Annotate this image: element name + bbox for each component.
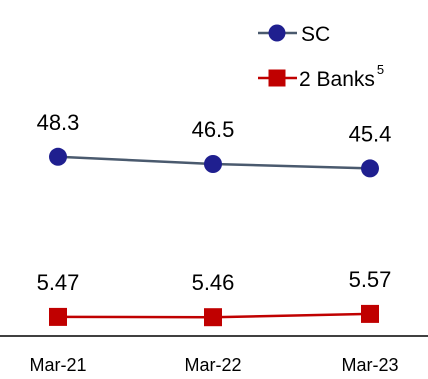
data-label-sc-mar-23: 45.4	[349, 121, 392, 146]
x-tick-label-mar-21: Mar-21	[29, 355, 86, 375]
legend-label-2-banks: 2 Banks 5	[299, 62, 384, 91]
x-axis-ticks: Mar-21 Mar-22 Mar-23	[29, 355, 398, 375]
data-label-2-banks-mar-21: 5.47	[37, 270, 80, 295]
data-point-sc-mar-22	[204, 155, 222, 173]
data-label-sc-mar-22: 46.5	[192, 117, 235, 142]
data-point-2-banks-mar-22	[204, 308, 222, 327]
legend-label-2-banks-superscript: 5	[377, 62, 384, 77]
x-tick-label-mar-22: Mar-22	[184, 355, 241, 375]
legend-marker-2-banks	[268, 69, 286, 87]
legend-label-sc: SC	[301, 23, 330, 46]
legend-item-2-banks: 2 Banks 5	[258, 62, 384, 91]
data-label-2-banks-mar-22: 5.46	[192, 270, 235, 295]
data-point-2-banks-mar-21	[49, 307, 67, 326]
data-label-sc-mar-21: 48.3	[37, 110, 80, 135]
data-point-2-banks-mar-23	[361, 304, 379, 323]
x-tick-label-mar-23: Mar-23	[341, 355, 398, 375]
data-point-sc-mar-21	[49, 147, 67, 166]
data-label-2-banks-mar-23: 5.57	[349, 267, 392, 292]
legend: SC 2 Banks 5	[258, 23, 384, 91]
data-point-sc-mar-23	[361, 159, 379, 178]
legend-marker-sc	[268, 24, 286, 42]
plot-area: 48.3 46.5 45.4 5.47 5.46 5.57	[37, 110, 392, 327]
legend-label-2-banks-name: 2 Banks	[299, 68, 375, 91]
legend-item-sc: SC	[258, 23, 330, 46]
